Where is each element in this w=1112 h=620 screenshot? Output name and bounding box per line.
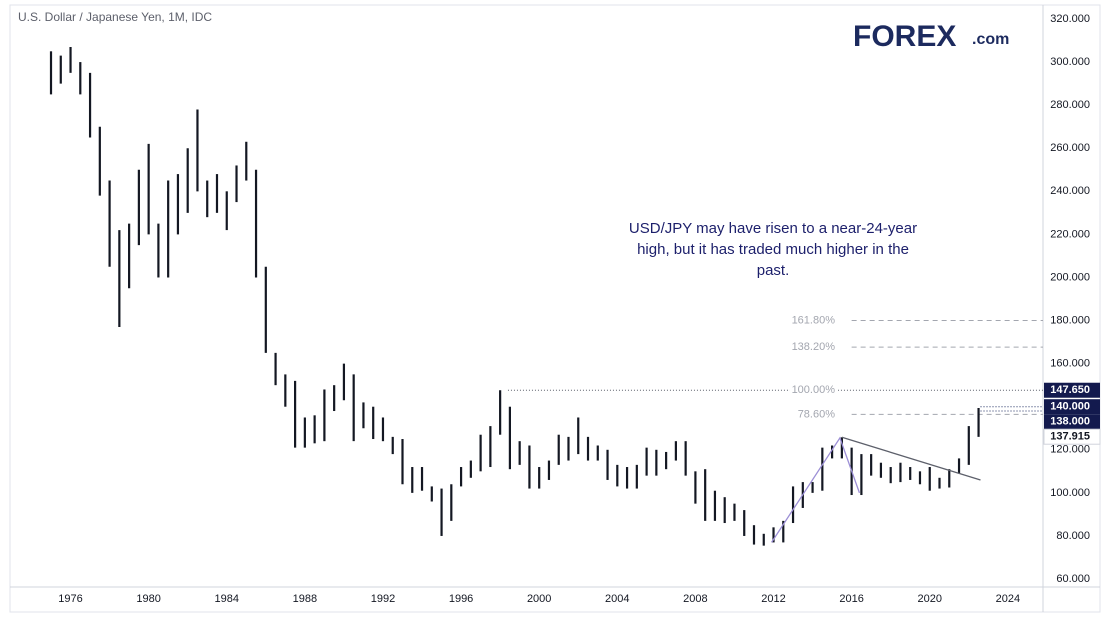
x-tick-label: 2012: [761, 593, 785, 605]
y-tick-label: 240.000: [1050, 185, 1090, 197]
x-tick-label: 2004: [605, 593, 629, 605]
chart-title: U.S. Dollar / Japanese Yen, 1M, IDC: [18, 10, 212, 24]
fib-label: 138.20%: [792, 341, 836, 353]
trendline: [771, 436, 861, 543]
y-tick-label: 100.000: [1050, 487, 1090, 499]
fib-label-bg: [790, 313, 838, 328]
price-tag-label: 140.000: [1050, 401, 1090, 413]
x-tick-label: 2020: [917, 593, 941, 605]
x-tick-label: 2000: [527, 593, 551, 605]
fib-label-bg: [790, 407, 838, 422]
logo: FOREX: [853, 20, 956, 53]
x-tick-label: 1988: [293, 593, 317, 605]
y-tick-label: 80.000: [1056, 530, 1090, 542]
fib-label-bg: [790, 340, 838, 355]
x-tick-label: 1976: [58, 593, 82, 605]
y-tick-label: 260.000: [1050, 142, 1090, 154]
x-tick-label: 2024: [996, 593, 1020, 605]
price-tag: [1044, 382, 1100, 398]
price-tag-label: 147.650: [1050, 384, 1090, 396]
y-tick-label: 280.000: [1050, 99, 1090, 111]
y-tick-label: 60.000: [1056, 573, 1090, 585]
y-tick-label: 200.000: [1050, 271, 1090, 283]
price-tag-label: 138.000: [1050, 416, 1090, 428]
x-tick-label: 2008: [683, 593, 707, 605]
price-tag-label: 137.915: [1050, 431, 1090, 443]
x-tick-label: 1984: [215, 593, 239, 605]
price-tag: [1044, 414, 1100, 430]
fib-label: 161.80%: [792, 314, 836, 326]
fib-label-bg: [790, 383, 838, 398]
y-tick-label: 220.000: [1050, 228, 1090, 240]
y-tick-label: 160.000: [1050, 358, 1090, 370]
x-tick-label: 2016: [839, 593, 863, 605]
y-tick-label: 120.000: [1050, 444, 1090, 456]
price-tag: [1044, 399, 1100, 415]
x-tick-label: 1992: [371, 593, 395, 605]
logo-suffix: .com: [972, 31, 1009, 48]
x-tick-label: 1996: [449, 593, 473, 605]
annotation: USD/JPY may have risen to a near-24-year…: [628, 220, 918, 279]
x-tick-label: 1980: [136, 593, 160, 605]
y-tick-label: 300.000: [1050, 56, 1090, 68]
price-tag: [1043, 428, 1101, 445]
fib-label: 100.00%: [792, 384, 836, 396]
y-tick-label: 320.000: [1050, 13, 1090, 25]
fib-label: 78.60%: [798, 408, 836, 420]
frame: [9, 4, 1101, 613]
y-tick-label: 180.000: [1050, 314, 1090, 326]
trendline: [841, 436, 981, 481]
